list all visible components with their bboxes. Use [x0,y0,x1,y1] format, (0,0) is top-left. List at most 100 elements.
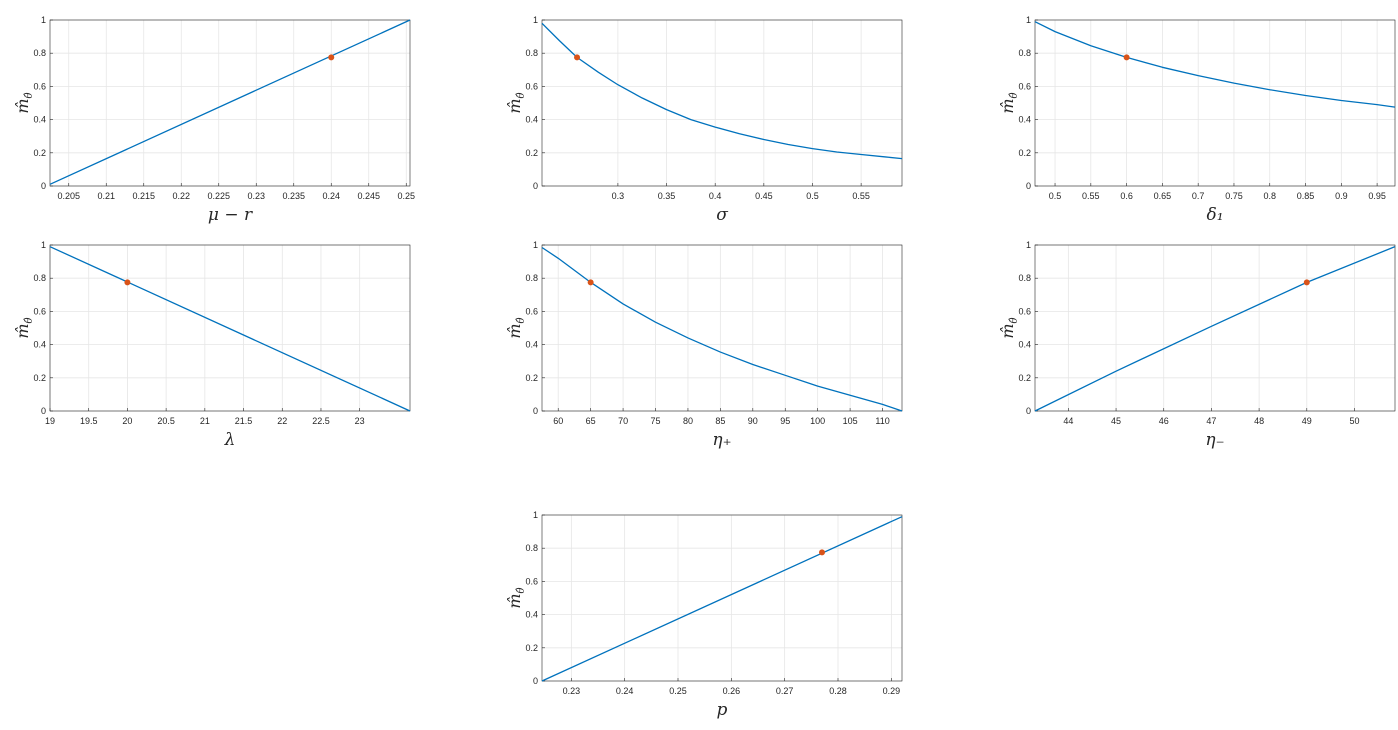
x-tick-label: 0.75 [1225,191,1243,201]
x-tick-label: 0.21 [97,191,115,201]
x-tick-label: 45 [1111,416,1121,426]
x-tick-label: 44 [1063,416,1073,426]
y-tick-label: 0.8 [33,48,46,58]
grid [542,244,902,412]
x-tick-label: 22 [277,416,287,426]
x-tick-label: 0.85 [1297,191,1315,201]
x-tick-label: 0.5 [806,191,819,201]
subplot-p: 0.23 0.24 0.25 0.26 0.27 0.28 0.29 0 0.2 0.4 0.6 0.… [492,500,912,730]
y-tick-label: 1 [41,240,46,250]
subplot-delta1: 0.5 0.55 0.6 0.65 0.7 0.75 0.8 0.85 0.9 0.95 0 0.2 0… [985,5,1398,235]
subplot-eta-plus: 60 65 70 75 80 85 90 95 100 105 110 0 0.2 0.4 0.6 0.8 1 η… [492,230,912,460]
axes-box [1034,19,1396,187]
x-tick-label: 0.24 [322,191,340,201]
x-tick-label: 48 [1254,416,1264,426]
y-tick-label: 1 [41,15,46,25]
x-axis-title: σ [716,205,728,225]
y-axis-title: m̂θ̂ [13,92,35,113]
y-tick-label: 0.2 [525,373,538,383]
y-tick-label: 0.4 [1018,340,1031,350]
series-line [541,22,903,160]
x-tick-label: 0.29 [883,686,901,696]
plot-svg: 44 45 46 47 48 49 50 0 0.2 0.4 0.6 0.8 1 η₋ m̂θ̂ [998,240,1396,450]
plot-svg: 0.3 0.35 0.4 0.45 0.5 0.55 0 0.2 0.4 0.6 0.8 1 σ m̂θ̂ [505,15,903,225]
y-tick-label: 0.2 [1018,373,1031,383]
y-tick-label: 0.4 [33,340,46,350]
y-tick-label: 0.4 [1018,115,1031,125]
x-tick-label: 21 [200,416,210,426]
plot-svg: 60 65 70 75 80 85 90 95 100 105 110 0 0.2 0.4 0.6 0.8 1 η… [505,240,903,450]
x-tick-label: 0.23 [563,686,581,696]
y-tick-label: 0.8 [525,543,538,553]
y-tick-label: 0.6 [525,576,538,586]
y-tick-label: 0 [1026,181,1031,191]
x-tick-label: 0.235 [282,191,305,201]
x-axis-title: η₋ [1205,430,1224,450]
x-tick-label: 0.225 [207,191,230,201]
y-tick-label: 0.8 [1018,273,1031,283]
axes-box [541,19,903,187]
x-tick-label: 0.95 [1368,191,1386,201]
axes-box [541,514,903,682]
x-tick-label: 23 [355,416,365,426]
y-tick-label: 0.8 [525,48,538,58]
x-tick-label: 0.22 [172,191,190,201]
marker-point [1123,54,1130,61]
plot-svg: 0.23 0.24 0.25 0.26 0.27 0.28 0.29 0 0.2 0.4 0.6 0.… [505,510,903,720]
y-tick-label: 0.8 [33,273,46,283]
y-axis-title: m̂θ̂ [998,92,1020,113]
series-line [541,246,903,412]
marker-point [819,549,825,556]
y-tick-label: 0.2 [1018,148,1031,158]
subplot-eta-minus: 44 45 46 47 48 49 50 0 0.2 0.4 0.6 0.8 1 η₋ m̂θ̂ [985,230,1398,460]
x-tick-label: 85 [715,416,725,426]
x-tick-label: 0.24 [616,686,634,696]
subplot-sigma: 0.3 0.35 0.4 0.45 0.5 0.55 0 0.2 0.4 0.6 0.8 1 σ m̂θ̂ [492,5,912,235]
y-tick-label: 0 [41,406,46,416]
y-tick-label: 0.6 [1018,81,1031,91]
y-tick-label: 0.8 [1018,48,1031,58]
axes-box [49,19,411,187]
y-tick-label: 0.2 [33,373,46,383]
y-tick-label: 1 [533,240,538,250]
y-tick-label: 0.4 [525,340,538,350]
marker-point [328,54,335,61]
x-tick-label: 0.5 [1049,191,1062,201]
x-tick-label: 105 [843,416,858,426]
x-tick-label: 19 [45,416,55,426]
series-line [1034,246,1396,412]
y-tick-label: 1 [533,15,538,25]
x-tick-label: 50 [1349,416,1359,426]
y-tick-label: 0.6 [525,81,538,91]
x-tick-label: 0.55 [852,191,870,201]
x-tick-label: 0.8 [1263,191,1276,201]
x-tick-label: 0.215 [132,191,155,201]
series-line [49,246,411,412]
y-tick-label: 0.2 [525,148,538,158]
x-tick-label: 47 [1206,416,1216,426]
axes-box [49,244,411,412]
x-tick-label: 0.4 [709,191,722,201]
plot-svg: 0.5 0.55 0.6 0.65 0.7 0.75 0.8 0.85 0.9 0.95 0 0.2 0… [998,15,1396,225]
plot-svg: 19 19.5 20 20.5 21 21.5 22 22.5 23 0 0.2 0.4 0.6 0.8 1… [13,240,411,450]
x-tick-label: 0.35 [658,191,676,201]
x-tick-label: 0.245 [357,191,380,201]
y-tick-label: 0.8 [525,273,538,283]
y-tick-label: 1 [1026,15,1031,25]
x-tick-label: 0.28 [829,686,847,696]
x-tick-label: 95 [780,416,790,426]
x-tick-label: 49 [1302,416,1312,426]
axes-box [541,244,903,412]
x-tick-label: 0.205 [57,191,80,201]
x-tick-label: 90 [748,416,758,426]
y-tick-label: 0.6 [525,306,538,316]
marker-point [124,279,131,286]
y-tick-label: 0.4 [33,115,46,125]
y-tick-label: 0.2 [33,148,46,158]
y-tick-label: 0 [41,181,46,191]
x-tick-label: 0.25 [669,686,687,696]
x-tick-label: 0.26 [723,686,741,696]
x-axis-title: μ − r [208,205,253,225]
marker-point [587,279,594,286]
y-axis-title: m̂θ̂ [505,317,527,338]
